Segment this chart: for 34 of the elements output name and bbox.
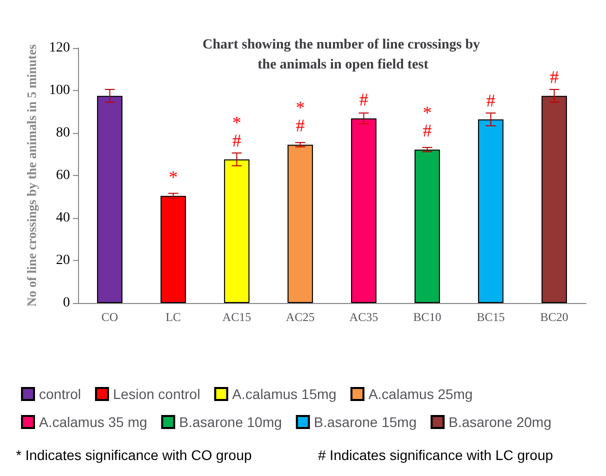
legend-label: A.calamus 25mg — [368, 386, 473, 402]
legend-label: B.asarone 10mg — [179, 414, 282, 430]
legend-label: A.calamus 35 mg — [39, 414, 148, 430]
y-tick-label: 60 — [56, 168, 70, 183]
text: * Indicates significance with CO group — [16, 447, 252, 463]
x-tick-label: AC15 — [222, 310, 252, 324]
x-tick-label: CO — [101, 310, 118, 324]
y-tick-label: 120 — [49, 40, 70, 56]
x-tick-label: BC20 — [540, 310, 568, 324]
text: # — [359, 89, 368, 110]
x-tick-label: AC35 — [349, 310, 378, 324]
text: * # — [296, 98, 305, 136]
y-tick-label: 40 — [56, 210, 70, 226]
x-tick-label: BC15 — [476, 310, 505, 324]
y-tick-label: 80 — [56, 126, 70, 140]
y-axis-title: No of line crossings by the animals in 5 minutes — [24, 44, 39, 307]
legend-label: Lesion control — [113, 386, 200, 402]
x-tick-label: AC25 — [286, 310, 315, 324]
chart-title: Chart showing the number of line crossings by the animals in open field test — [202, 38, 484, 72]
y-tick-label: 100 — [49, 83, 70, 98]
legend-label: control — [39, 386, 82, 402]
text: * # — [232, 112, 242, 150]
text: # — [550, 66, 559, 87]
text: # — [486, 90, 496, 110]
legend-label: B.asarone 15mg — [314, 414, 417, 430]
text: * — [168, 166, 178, 187]
text: * # — [422, 102, 432, 141]
x-tick-label: LC — [166, 310, 181, 324]
legend-label: B.asarone 20mg — [448, 414, 552, 430]
y-tick-label: 20 — [56, 253, 70, 268]
y-tick-label: 0 — [63, 296, 70, 310]
text: # Indicates significance with LC group — [318, 447, 554, 463]
legend-label: A.calamus 15mg — [232, 386, 336, 402]
x-tick-label: BC10 — [413, 310, 442, 324]
